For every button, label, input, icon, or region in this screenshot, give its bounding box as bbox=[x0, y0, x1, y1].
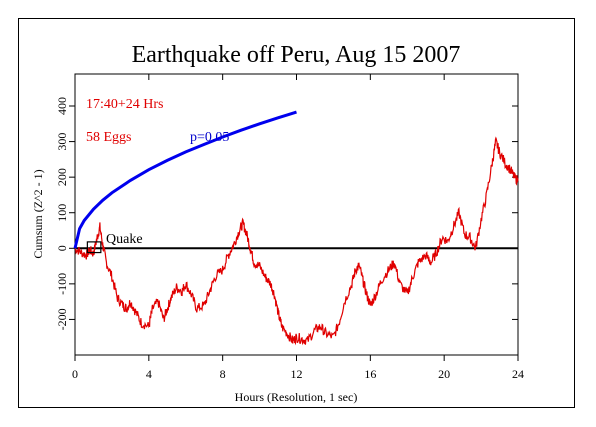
series-line-red bbox=[74, 136, 519, 346]
x-axis-ticks: 0 4 8 12 16 20 24 bbox=[72, 74, 524, 381]
series-line-blue bbox=[73, 110, 297, 249]
y-tick-label: -100 bbox=[55, 273, 69, 295]
time-window-label: 17:40+24 Hrs bbox=[86, 97, 164, 112]
x-tick-label: 16 bbox=[364, 367, 376, 381]
x-tick-label: 0 bbox=[72, 367, 78, 381]
x-tick-label: 24 bbox=[512, 367, 524, 381]
x-axis-title: Hours (Resolution, 1 sec) bbox=[235, 390, 358, 404]
chart-title: Earthquake off Peru, Aug 15 2007 bbox=[132, 42, 461, 68]
y-axis-title: Cumsum (Z^2 - 1) bbox=[31, 169, 45, 258]
x-tick-label: 4 bbox=[146, 367, 152, 381]
x-tick-label: 12 bbox=[291, 367, 303, 381]
y-tick-label: 100 bbox=[55, 204, 69, 222]
plot-area bbox=[74, 73, 519, 356]
probability-label: p=0.05 bbox=[190, 130, 229, 145]
y-tick-label: 300 bbox=[55, 133, 69, 151]
y-tick-label: 0 bbox=[55, 245, 69, 251]
y-tick-label: 400 bbox=[55, 97, 69, 115]
y-axis-ticks: -200 -100 0 100 200 300 400 bbox=[55, 97, 518, 330]
quake-window-box bbox=[86, 241, 102, 254]
eggs-label: 58 Eggs bbox=[86, 130, 132, 145]
x-tick-label: 20 bbox=[438, 367, 450, 381]
y-tick-label: 200 bbox=[55, 168, 69, 186]
x-tick-label: 8 bbox=[220, 367, 226, 381]
quake-label: Quake bbox=[106, 232, 143, 247]
y-tick-label: -200 bbox=[55, 308, 69, 330]
